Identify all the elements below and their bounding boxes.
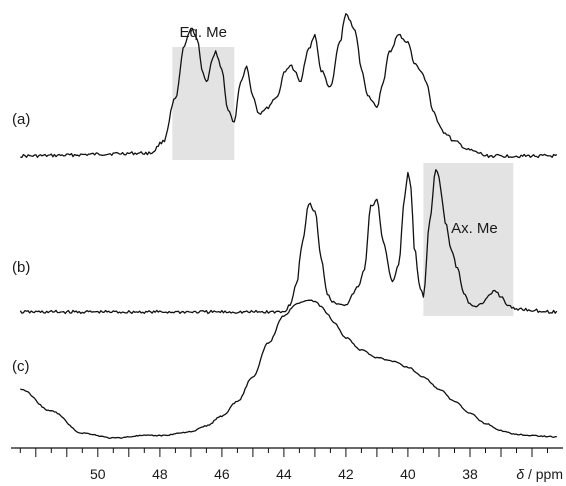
panel-label-b: (b) [12, 259, 30, 276]
x-tick-label: 48 [152, 466, 168, 482]
x-axis-title-unit: / ppm [528, 466, 563, 482]
spectrum-trace-c [20, 299, 557, 439]
panel-labels: (a) (b) (c) [12, 111, 30, 375]
x-axis-tick-labels: 50 48 46 44 42 40 38 [90, 466, 478, 482]
panel-label-a: (a) [12, 111, 30, 128]
x-tick-label: 40 [400, 466, 416, 482]
x-axis-ticks [19, 448, 548, 457]
highlight-region-a [172, 47, 235, 160]
x-tick-label: 42 [338, 466, 354, 482]
x-axis: 50 48 46 44 42 40 38 δ / ppm [11, 447, 563, 482]
region-labels: Eq. Me Ax. Me [180, 24, 498, 237]
region-label-a: Eq. Me [180, 24, 228, 41]
x-axis-title-symbol: δ [516, 466, 524, 482]
region-label-b: Ax. Me [451, 220, 498, 237]
x-tick-label: 50 [90, 466, 106, 482]
spectrum-trace-b [19, 169, 558, 315]
highlight-regions [172, 47, 514, 316]
x-tick-label: 38 [462, 466, 478, 482]
highlight-region-b [423, 163, 514, 316]
spectra-traces [19, 13, 558, 439]
x-axis-title: δ / ppm [516, 466, 563, 482]
x-tick-label: 44 [276, 466, 292, 482]
x-tick-label: 46 [214, 466, 230, 482]
spectrum-trace-a [20, 13, 558, 159]
panel-label-c: (c) [12, 358, 30, 375]
